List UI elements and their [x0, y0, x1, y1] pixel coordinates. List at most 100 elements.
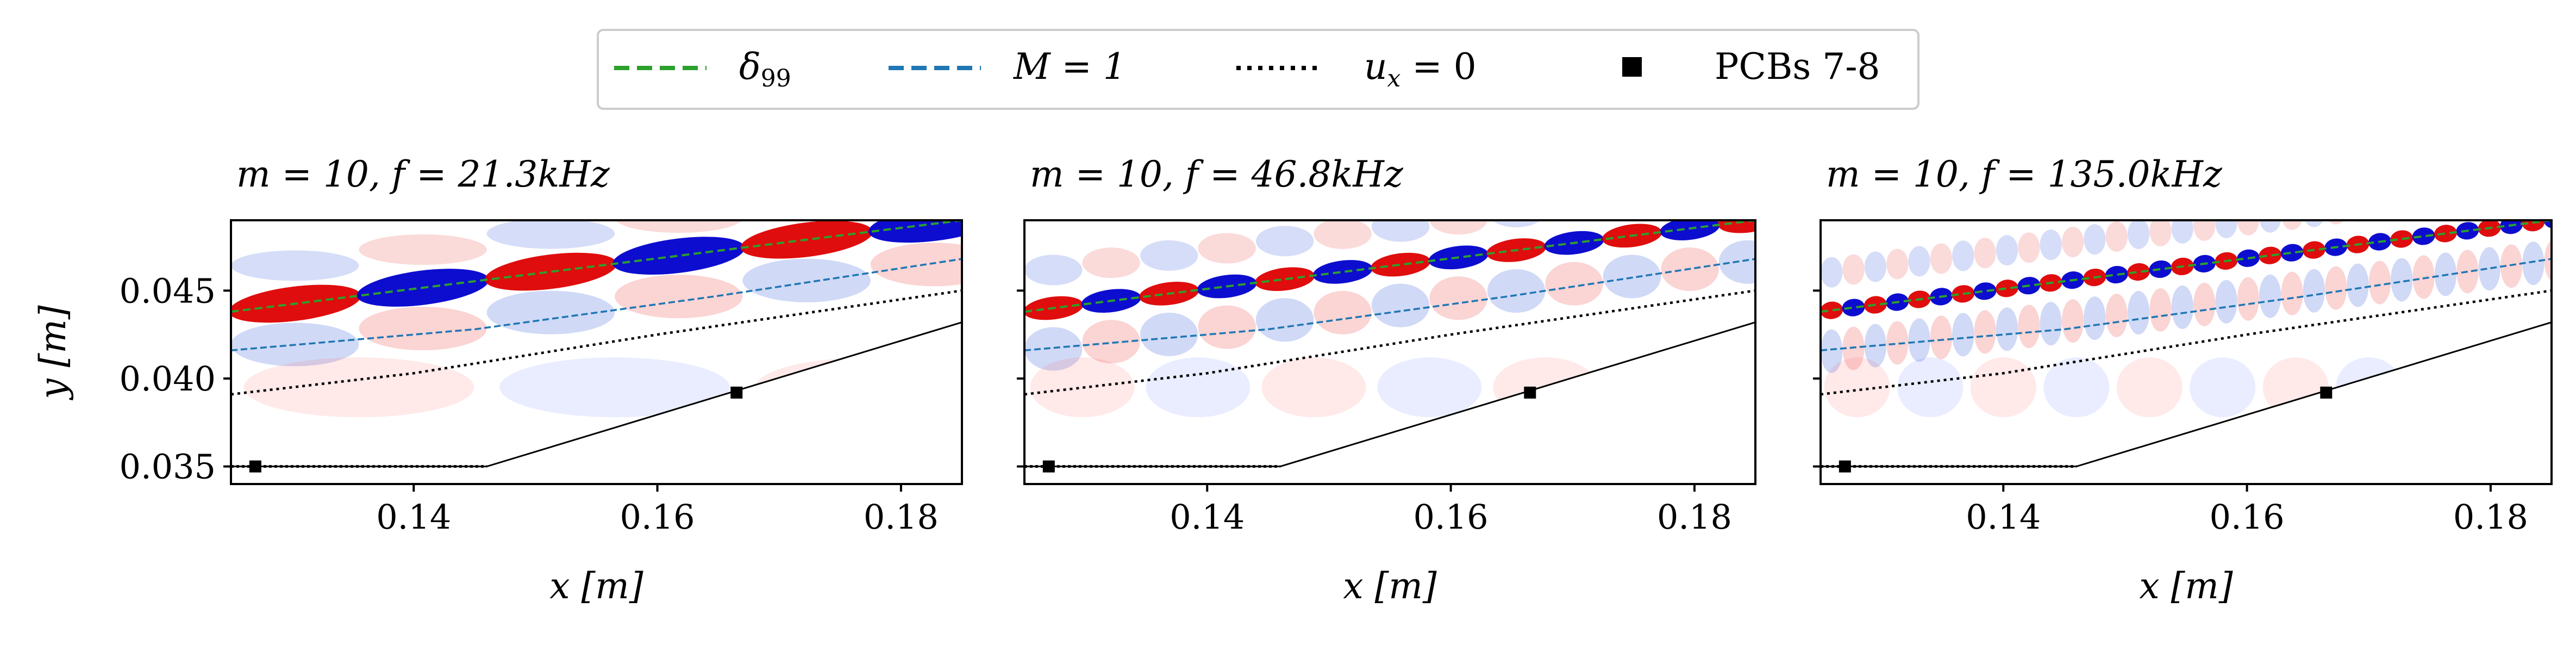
mode-blob-lower	[2127, 290, 2150, 334]
panels: 0.14 0.16 0.18 0.035 0.040 0.045 x [m] y [m] m =…	[32, 153, 2566, 607]
mode-blob-lower	[1429, 276, 1487, 320]
mode-blob-upper	[1974, 238, 1996, 269]
mode-blob-lower	[2544, 240, 2552, 281]
mode-blob	[1255, 267, 1315, 292]
plot-area	[231, 220, 962, 484]
mode-blob-lower	[1908, 318, 1930, 362]
mode-blob-upper	[2215, 220, 2237, 238]
mode-blob-lower	[1082, 320, 1140, 364]
mode-blob-upper	[2084, 224, 2106, 255]
mode-blob-upper	[2127, 220, 2150, 249]
wall-body	[231, 322, 962, 484]
mode-blob	[1842, 299, 1865, 317]
mode-blob-upper	[2500, 172, 2522, 202]
x-tick-label: 0.16	[2210, 497, 2285, 537]
mode-blob-upper	[2281, 220, 2303, 230]
mode-blob-upper	[2171, 220, 2193, 244]
mode-blob-lower	[2018, 305, 2040, 349]
panel-2: 0.14 0.16 0.18 x [m] m = 10, f = 46.8kHz	[1017, 153, 1777, 607]
mode-blob-lower	[359, 306, 487, 350]
mode-lobe	[1146, 357, 1251, 418]
mode-lobe	[1897, 357, 1964, 418]
mode-blob-lower	[2478, 247, 2500, 291]
legend: δ99 M = 1 ux = 0 PCBs 7-8	[597, 29, 1920, 110]
mode-blob-upper	[2391, 185, 2412, 216]
mode-lobe	[2190, 357, 2256, 418]
legend-label-ux-zero: ux = 0	[1364, 46, 1477, 92]
mode-blob	[1973, 282, 1997, 300]
panel-title: m = 10, f = 135.0kHz	[1826, 153, 2223, 195]
mode-blob-upper	[2305, 220, 2323, 227]
mode-blob-upper	[1429, 220, 1487, 235]
mode-blob-lower	[1487, 269, 1546, 313]
mode-blob-lower	[615, 275, 743, 319]
mode-blob-lower	[2193, 282, 2216, 326]
mode-blob-lower	[1718, 240, 1755, 284]
mode-blob-upper	[2479, 175, 2500, 205]
mode-blob	[484, 252, 617, 291]
instability-mode-field	[1821, 166, 2566, 418]
mode-blob-lower	[2500, 244, 2523, 288]
mode-blob-upper	[1140, 240, 1198, 271]
plot-area	[1024, 168, 1777, 484]
legend-entry-sonic: M = 1	[889, 46, 1126, 88]
mode-blob-lower	[2040, 302, 2062, 346]
mode-blob-lower	[1314, 290, 1372, 334]
legend-entry-pcbs: PCBs 7-8	[1622, 46, 1880, 88]
mode-blob	[2149, 260, 2172, 278]
x-tick-label: 0.18	[2453, 497, 2528, 537]
y-tick-label: 0.040	[120, 359, 216, 399]
mode-blob-upper	[1024, 255, 1083, 286]
mode-blob	[2127, 263, 2150, 281]
mode-blob-lower	[2171, 285, 2193, 329]
mode-blob-lower	[1140, 312, 1198, 356]
mode-blob-upper	[1719, 168, 1777, 199]
mode-blob-upper	[2018, 232, 2040, 263]
mode-blob-lower	[742, 258, 871, 302]
mode-blob-upper	[2544, 166, 2566, 197]
delta99-line	[231, 220, 962, 313]
legend-entry-delta99: δ99	[614, 46, 791, 92]
mode-blob-upper	[2353, 220, 2362, 222]
mode-blob-upper	[1886, 249, 1909, 280]
panel-title: m = 10, f = 46.8kHz	[1030, 153, 1404, 195]
mode-lobe	[2116, 357, 2183, 418]
mode-lobe	[1824, 357, 1890, 418]
pcb-marker	[2320, 386, 2333, 399]
mode-blob-upper	[1314, 220, 1372, 249]
mode-blob-lower	[2281, 271, 2303, 315]
y-tick-label: 0.045	[120, 271, 216, 311]
legend-label-delta99: δ99	[739, 46, 791, 92]
mode-blob-upper	[2061, 227, 2084, 258]
legend-label-pcbs: PCBs 7-8	[1715, 46, 1880, 88]
mode-lobe	[243, 357, 474, 418]
mode-blob-upper	[1082, 247, 1140, 278]
mode-blob-upper	[2412, 183, 2434, 213]
mode-blob-upper	[615, 220, 742, 233]
x-tick-label: 0.14	[1966, 497, 2041, 537]
pcb-marker	[1524, 386, 1536, 399]
mode-blob-upper	[1371, 220, 1430, 242]
mode-blob-lower	[1930, 315, 1953, 359]
panel-title: m = 10, f = 21.3kHz	[236, 153, 610, 195]
mode-blob-lower	[1952, 313, 1974, 357]
panel-3: 0.14 0.16 0.18 x [m] m = 10, f = 135.0kHz	[1813, 153, 2566, 607]
x-axis-label: x [m]	[1343, 565, 1437, 607]
mode-blob	[1312, 260, 1373, 284]
x-tick-label: 0.18	[864, 497, 939, 537]
mode-blob-lower	[1371, 283, 1430, 327]
mode-blob	[2412, 227, 2435, 245]
mode-blob	[2543, 220, 2552, 229]
x-tick-label: 0.16	[1414, 497, 1489, 537]
legend-swatch-pcbs	[1622, 57, 1642, 77]
x-axis-label: x [m]	[2139, 565, 2233, 607]
mode-blob-upper	[1255, 226, 1314, 257]
mode-blob-upper	[1198, 233, 1256, 264]
mode-blob-lower	[2412, 255, 2435, 299]
mode-blob-upper	[1952, 240, 1974, 271]
mode-blob-upper	[2259, 220, 2281, 233]
mode-blob-upper	[1996, 235, 2018, 266]
mode-lobe	[2043, 357, 2110, 418]
mode-blob-upper	[2522, 169, 2544, 200]
sonic-line	[1821, 258, 2552, 352]
